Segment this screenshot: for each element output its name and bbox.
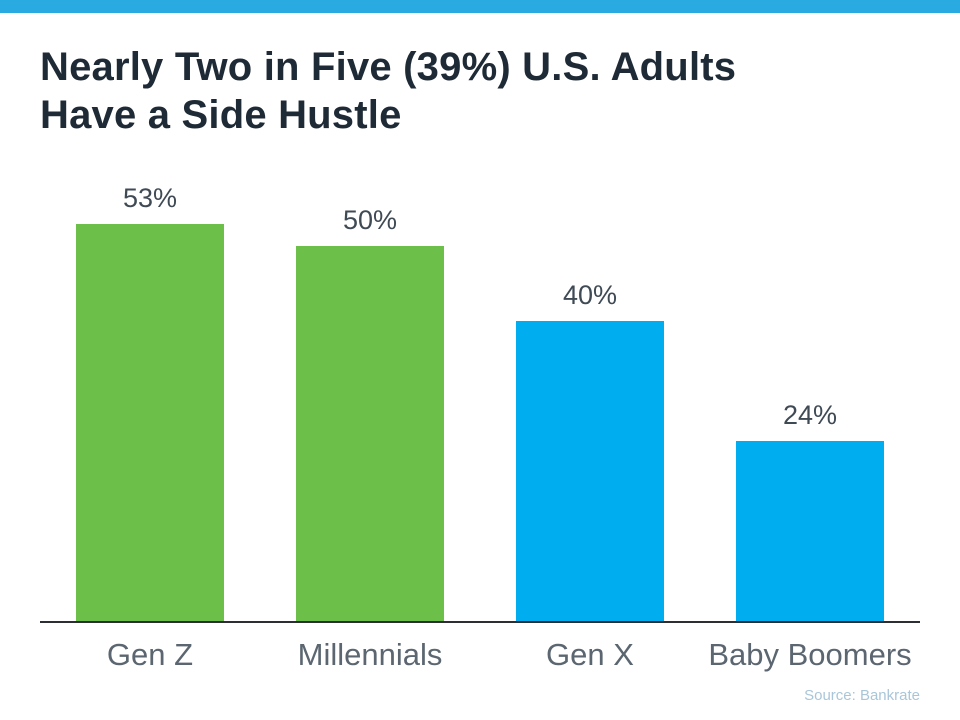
chart-area: 53% 50% 40% 24% Gen Z Millennials Gen X Baby B… xyxy=(40,161,920,673)
bar-value-label: 53% xyxy=(122,182,178,213)
bar-column: 40% xyxy=(480,161,700,621)
bar xyxy=(736,441,884,621)
chart-title-line-2: Have a Side Hustle xyxy=(40,93,402,137)
category-axis: Gen Z Millennials Gen X Baby Boomers xyxy=(40,637,920,673)
top-accent-bar xyxy=(0,0,960,13)
bar-column: 53% xyxy=(40,161,260,621)
chart-title-line-1: Nearly Two in Five (39%) U.S. Adults xyxy=(40,45,737,89)
category-label: Millennials xyxy=(297,637,443,672)
chart-title: Nearly Two in Five (39%) U.S. Adults Hav… xyxy=(40,43,920,139)
bar-value-label: 50% xyxy=(342,205,398,235)
bar-value-label: 40% xyxy=(562,280,618,310)
bar-column: 50% xyxy=(260,161,480,621)
bar-column: 24% xyxy=(700,161,920,621)
bar xyxy=(296,246,444,621)
category-label: Baby Boomers xyxy=(708,637,912,672)
source-attribution: Source: Bankrate xyxy=(804,687,920,704)
bar-chart: 53% 50% 40% 24% xyxy=(40,161,920,623)
bar xyxy=(76,223,224,621)
bar-value-label: 24% xyxy=(782,400,838,430)
category-label: Gen X xyxy=(546,637,634,672)
bar xyxy=(516,321,664,621)
category-label: Gen Z xyxy=(106,637,194,672)
